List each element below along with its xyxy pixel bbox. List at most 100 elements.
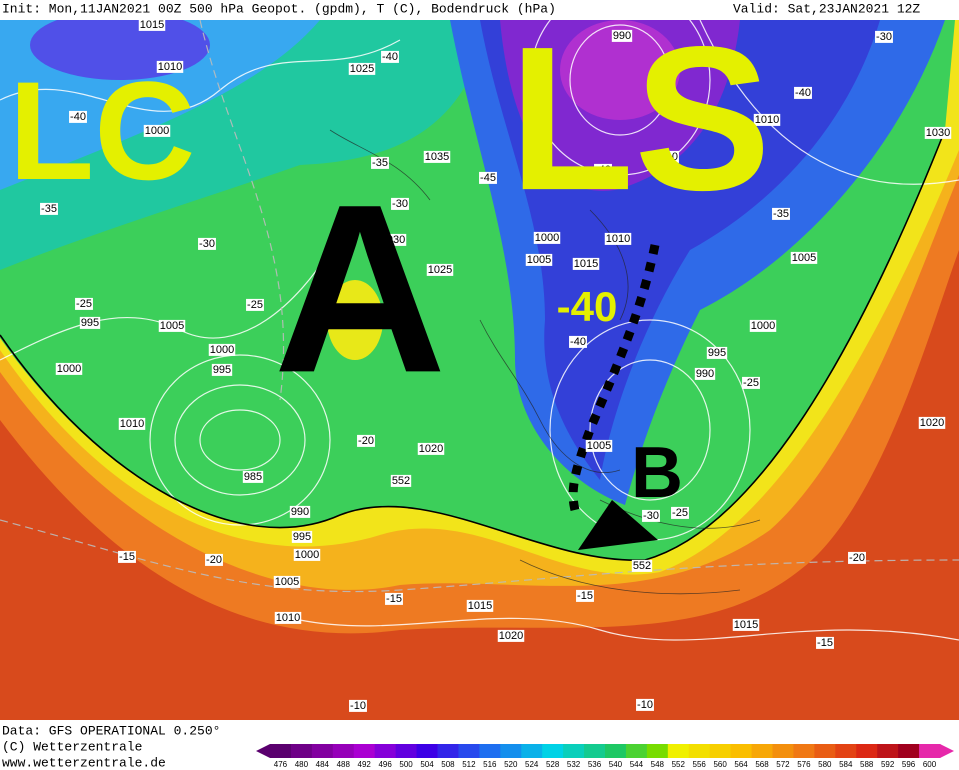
colorbar-swatch — [290, 744, 313, 758]
contour-label-box — [604, 232, 632, 245]
contour-label: 1010 — [156, 60, 184, 73]
colorbar-label: 552 — [672, 760, 686, 769]
contour-label-text: -40 — [570, 336, 586, 348]
contour-label: 1030 — [379, 233, 407, 246]
contour-label: 1005 — [525, 253, 553, 266]
contour-label-text: 1010 — [120, 418, 144, 430]
field-magenta — [560, 20, 680, 120]
contour-label-text: 1015 — [574, 258, 598, 270]
contour-label: -45 — [479, 171, 497, 184]
contour-label-box — [875, 30, 893, 43]
contour-label-text: -25 — [76, 298, 92, 310]
contour-label-box — [371, 156, 389, 169]
contour-label-text: -40 — [662, 151, 678, 163]
contour-label-text: 995 — [293, 531, 311, 543]
isobar — [589, 359, 711, 501]
overlay-labels: LC LS A B -40 — [9, 4, 771, 513]
contour-label-box — [293, 548, 321, 561]
isobar — [529, 0, 711, 176]
contour-label-box — [143, 124, 171, 137]
contour-label-text: -40 — [382, 51, 398, 63]
contour-label: 1000 — [533, 231, 561, 244]
isobar — [299, 617, 959, 641]
colorbar-label: 568 — [755, 760, 769, 769]
colorbar-swatch — [709, 744, 732, 758]
contour-label-box — [694, 367, 716, 380]
colorbar-label: 504 — [420, 760, 434, 769]
colorbar-swatch — [563, 744, 585, 758]
colorbar-label: 596 — [902, 760, 916, 769]
contour-label: -40 — [381, 50, 399, 63]
arrow-head — [578, 500, 658, 550]
contour-label-text: -40 — [795, 87, 811, 99]
header-init: Init: Mon,11JAN2021 00Z 500 hPa Geopot. … — [2, 1, 556, 16]
contour-label-text: 552 — [392, 475, 410, 487]
contour-label: 1005 — [790, 251, 818, 264]
contour-label: -20 — [848, 551, 866, 564]
contour-label: 985 — [242, 470, 264, 483]
colorbar-label: 508 — [441, 760, 455, 769]
contour-label-text: 1010 — [755, 114, 779, 126]
colorbar-swatch — [332, 744, 355, 758]
contour-label-text: 1000 — [210, 344, 234, 356]
contour-label-box — [75, 297, 93, 310]
contour-label-box — [753, 113, 781, 126]
contour-label-text: -30 — [392, 198, 408, 210]
colorbar: 476 480 484 488 492 496 500 504 508 512 516 520 524 5… — [256, 744, 954, 769]
colorbar-swatch — [395, 744, 418, 758]
colorbar-label: 500 — [399, 760, 413, 769]
colorbar-swatch — [458, 744, 480, 758]
isobar — [174, 384, 306, 496]
contour-label-text: 1005 — [160, 320, 184, 332]
overlay-b: B — [631, 433, 683, 513]
contour-label: -40 — [594, 163, 612, 176]
colorbar-swatch — [835, 744, 857, 758]
colorbar-swatch — [416, 744, 438, 758]
contour-label-text: -20 — [206, 554, 222, 566]
map-field — [0, 0, 959, 720]
contour-label-text: 1010 — [276, 612, 300, 624]
contour-label-text: -35 — [372, 157, 388, 169]
contour-label-text: 1020 — [920, 417, 944, 429]
contour-label-box — [611, 29, 633, 42]
colorbar-label: 520 — [504, 760, 518, 769]
contour-label-text: 990 — [696, 368, 714, 380]
contour-label-text: -15 — [817, 637, 833, 649]
colorbar-label: 476 — [274, 760, 288, 769]
contour-label-text: -15 — [577, 590, 593, 602]
contour-label: 552 — [631, 559, 653, 572]
contour-label-box — [706, 346, 728, 359]
colorbar-label: 532 — [567, 760, 581, 769]
contour-label-box — [479, 171, 497, 184]
contour-label-text: -30 — [643, 510, 659, 522]
contour-label: 990 — [289, 505, 311, 518]
contour-label: -25 — [246, 298, 264, 311]
contour-label: -20 — [205, 553, 223, 566]
contour-label: 1010 — [753, 113, 781, 126]
contour-label-box — [742, 376, 760, 389]
colorbar-swatch — [353, 744, 376, 758]
contour-label: 1015 — [732, 618, 760, 631]
contour-label: -25 — [75, 297, 93, 310]
colorbar-label: 564 — [734, 760, 748, 769]
colorbar-swatch — [374, 744, 397, 758]
contour-label-text: -15 — [386, 593, 402, 605]
contour-label: 1000 — [749, 319, 777, 332]
contour-label-box — [525, 253, 553, 266]
contour-label: 1015 — [466, 599, 494, 612]
contour-label-box — [242, 470, 264, 483]
colorbar-swatch — [625, 744, 648, 758]
contour-label-box — [55, 362, 83, 375]
contour-label-box — [924, 126, 952, 139]
contour-label-text: -30 — [199, 238, 215, 250]
contour-label-text: 1035 — [425, 151, 449, 163]
contour-label-box — [385, 592, 403, 605]
contour-label: -40 — [794, 86, 812, 99]
isobar — [149, 354, 331, 526]
contour-labels: 1015 1010 1025 -40 1000 -40 -35 -30 -25 995 1005 10… — [40, 18, 952, 712]
contour-label-text: 995 — [708, 347, 726, 359]
header-bar — [0, 0, 959, 20]
contour-label: 1020 — [497, 629, 525, 642]
colorbar-label: 512 — [462, 760, 476, 769]
contour-label: -35 — [772, 207, 790, 220]
